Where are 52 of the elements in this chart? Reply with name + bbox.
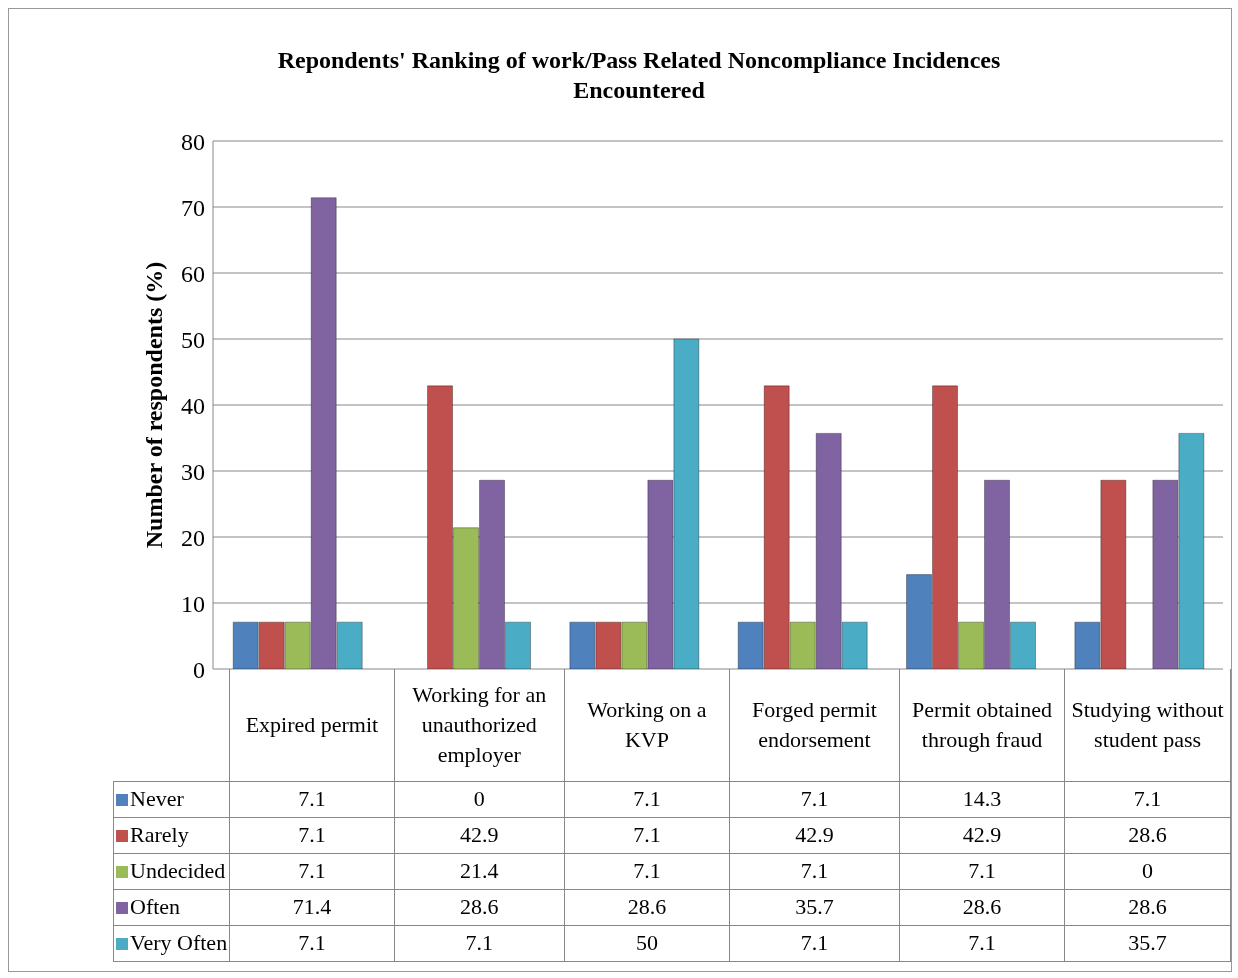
x-tick-label: Expired permit	[229, 669, 395, 781]
data-label: 7.1	[229, 925, 395, 961]
y-tick-label: 80	[181, 128, 205, 155]
legend-label: Undecided	[113, 853, 230, 889]
legend-label: Very Often	[113, 925, 230, 961]
x-tick-label: Forged permit endorsement	[729, 669, 900, 781]
data-label: 7.1	[899, 925, 1065, 961]
data-label: 7.1	[564, 817, 730, 853]
data-label: 42.9	[899, 817, 1065, 853]
y-tick-label: 50	[181, 326, 205, 353]
data-label: 42.9	[394, 817, 565, 853]
data-label: 7.1	[564, 853, 730, 889]
data-label: 7.1	[229, 781, 395, 817]
data-label: 50	[564, 925, 730, 961]
x-tick-label: Working for an unauthorized employer	[394, 669, 565, 781]
y-tick-label: 20	[181, 524, 205, 551]
data-label: 0	[394, 781, 565, 817]
data-label: 28.6	[899, 889, 1065, 925]
legend-label: Often	[113, 889, 230, 925]
data-label: 7.1	[729, 781, 900, 817]
data-label: 21.4	[394, 853, 565, 889]
data-label: 7.1	[394, 925, 565, 961]
data-label: 7.1	[729, 925, 900, 961]
data-label: 7.1	[229, 853, 395, 889]
y-axis-title: Number of respondents (%)	[140, 261, 167, 549]
legend-label: Rarely	[113, 817, 230, 853]
data-label: 14.3	[899, 781, 1065, 817]
data-label: 28.6	[1064, 817, 1231, 853]
data-label: 7.1	[899, 853, 1065, 889]
x-tick-label: Working on a KVP	[564, 669, 730, 781]
y-tick-label: 40	[181, 392, 205, 419]
x-tick-label: Permit obtained through fraud	[899, 669, 1065, 781]
chart-title: Repondents' Ranking of work/Pass Related Noncompliance Incidences Encountered	[276, 46, 1002, 105]
data-label: 42.9	[729, 817, 900, 853]
data-label: 35.7	[1064, 925, 1231, 961]
data-label: 35.7	[729, 889, 900, 925]
x-tick-label: Studying without student pass	[1064, 669, 1231, 781]
y-tick-label: 0	[193, 656, 205, 683]
data-label: 7.1	[729, 853, 900, 889]
data-label: 7.1	[229, 817, 395, 853]
data-label: 0	[1064, 853, 1231, 889]
y-tick-label: 70	[181, 194, 205, 221]
y-tick-label: 60	[181, 260, 205, 287]
data-label: 7.1	[564, 781, 730, 817]
data-label: 71.4	[229, 889, 395, 925]
data-label: 28.6	[1064, 889, 1231, 925]
y-tick-label: 10	[181, 590, 205, 617]
data-label: 28.6	[564, 889, 730, 925]
legend-label: Never	[113, 781, 230, 817]
data-label: 28.6	[394, 889, 565, 925]
data-label: 7.1	[1064, 781, 1231, 817]
y-tick-label: 30	[181, 458, 205, 485]
